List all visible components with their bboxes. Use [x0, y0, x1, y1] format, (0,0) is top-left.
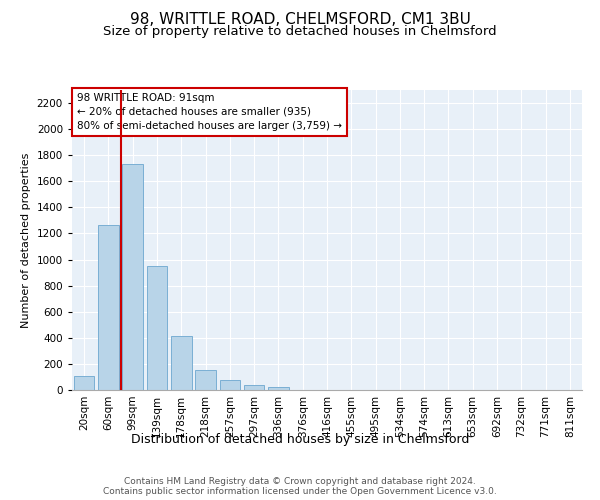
- Bar: [244, 384, 265, 390]
- Bar: [122, 164, 143, 390]
- Y-axis label: Number of detached properties: Number of detached properties: [21, 152, 31, 328]
- Text: 98 WRITTLE ROAD: 91sqm
← 20% of detached houses are smaller (935)
80% of semi-de: 98 WRITTLE ROAD: 91sqm ← 20% of detached…: [77, 93, 342, 131]
- Bar: [171, 336, 191, 390]
- Text: Contains public sector information licensed under the Open Government Licence v3: Contains public sector information licen…: [103, 488, 497, 496]
- Bar: [220, 380, 240, 390]
- Bar: [98, 225, 119, 390]
- Bar: [146, 266, 167, 390]
- Text: 98, WRITTLE ROAD, CHELMSFORD, CM1 3BU: 98, WRITTLE ROAD, CHELMSFORD, CM1 3BU: [130, 12, 470, 28]
- Text: Distribution of detached houses by size in Chelmsford: Distribution of detached houses by size …: [131, 432, 469, 446]
- Bar: [74, 376, 94, 390]
- Bar: [195, 370, 216, 390]
- Text: Contains HM Land Registry data © Crown copyright and database right 2024.: Contains HM Land Registry data © Crown c…: [124, 478, 476, 486]
- Text: Size of property relative to detached houses in Chelmsford: Size of property relative to detached ho…: [103, 25, 497, 38]
- Bar: [268, 387, 289, 390]
